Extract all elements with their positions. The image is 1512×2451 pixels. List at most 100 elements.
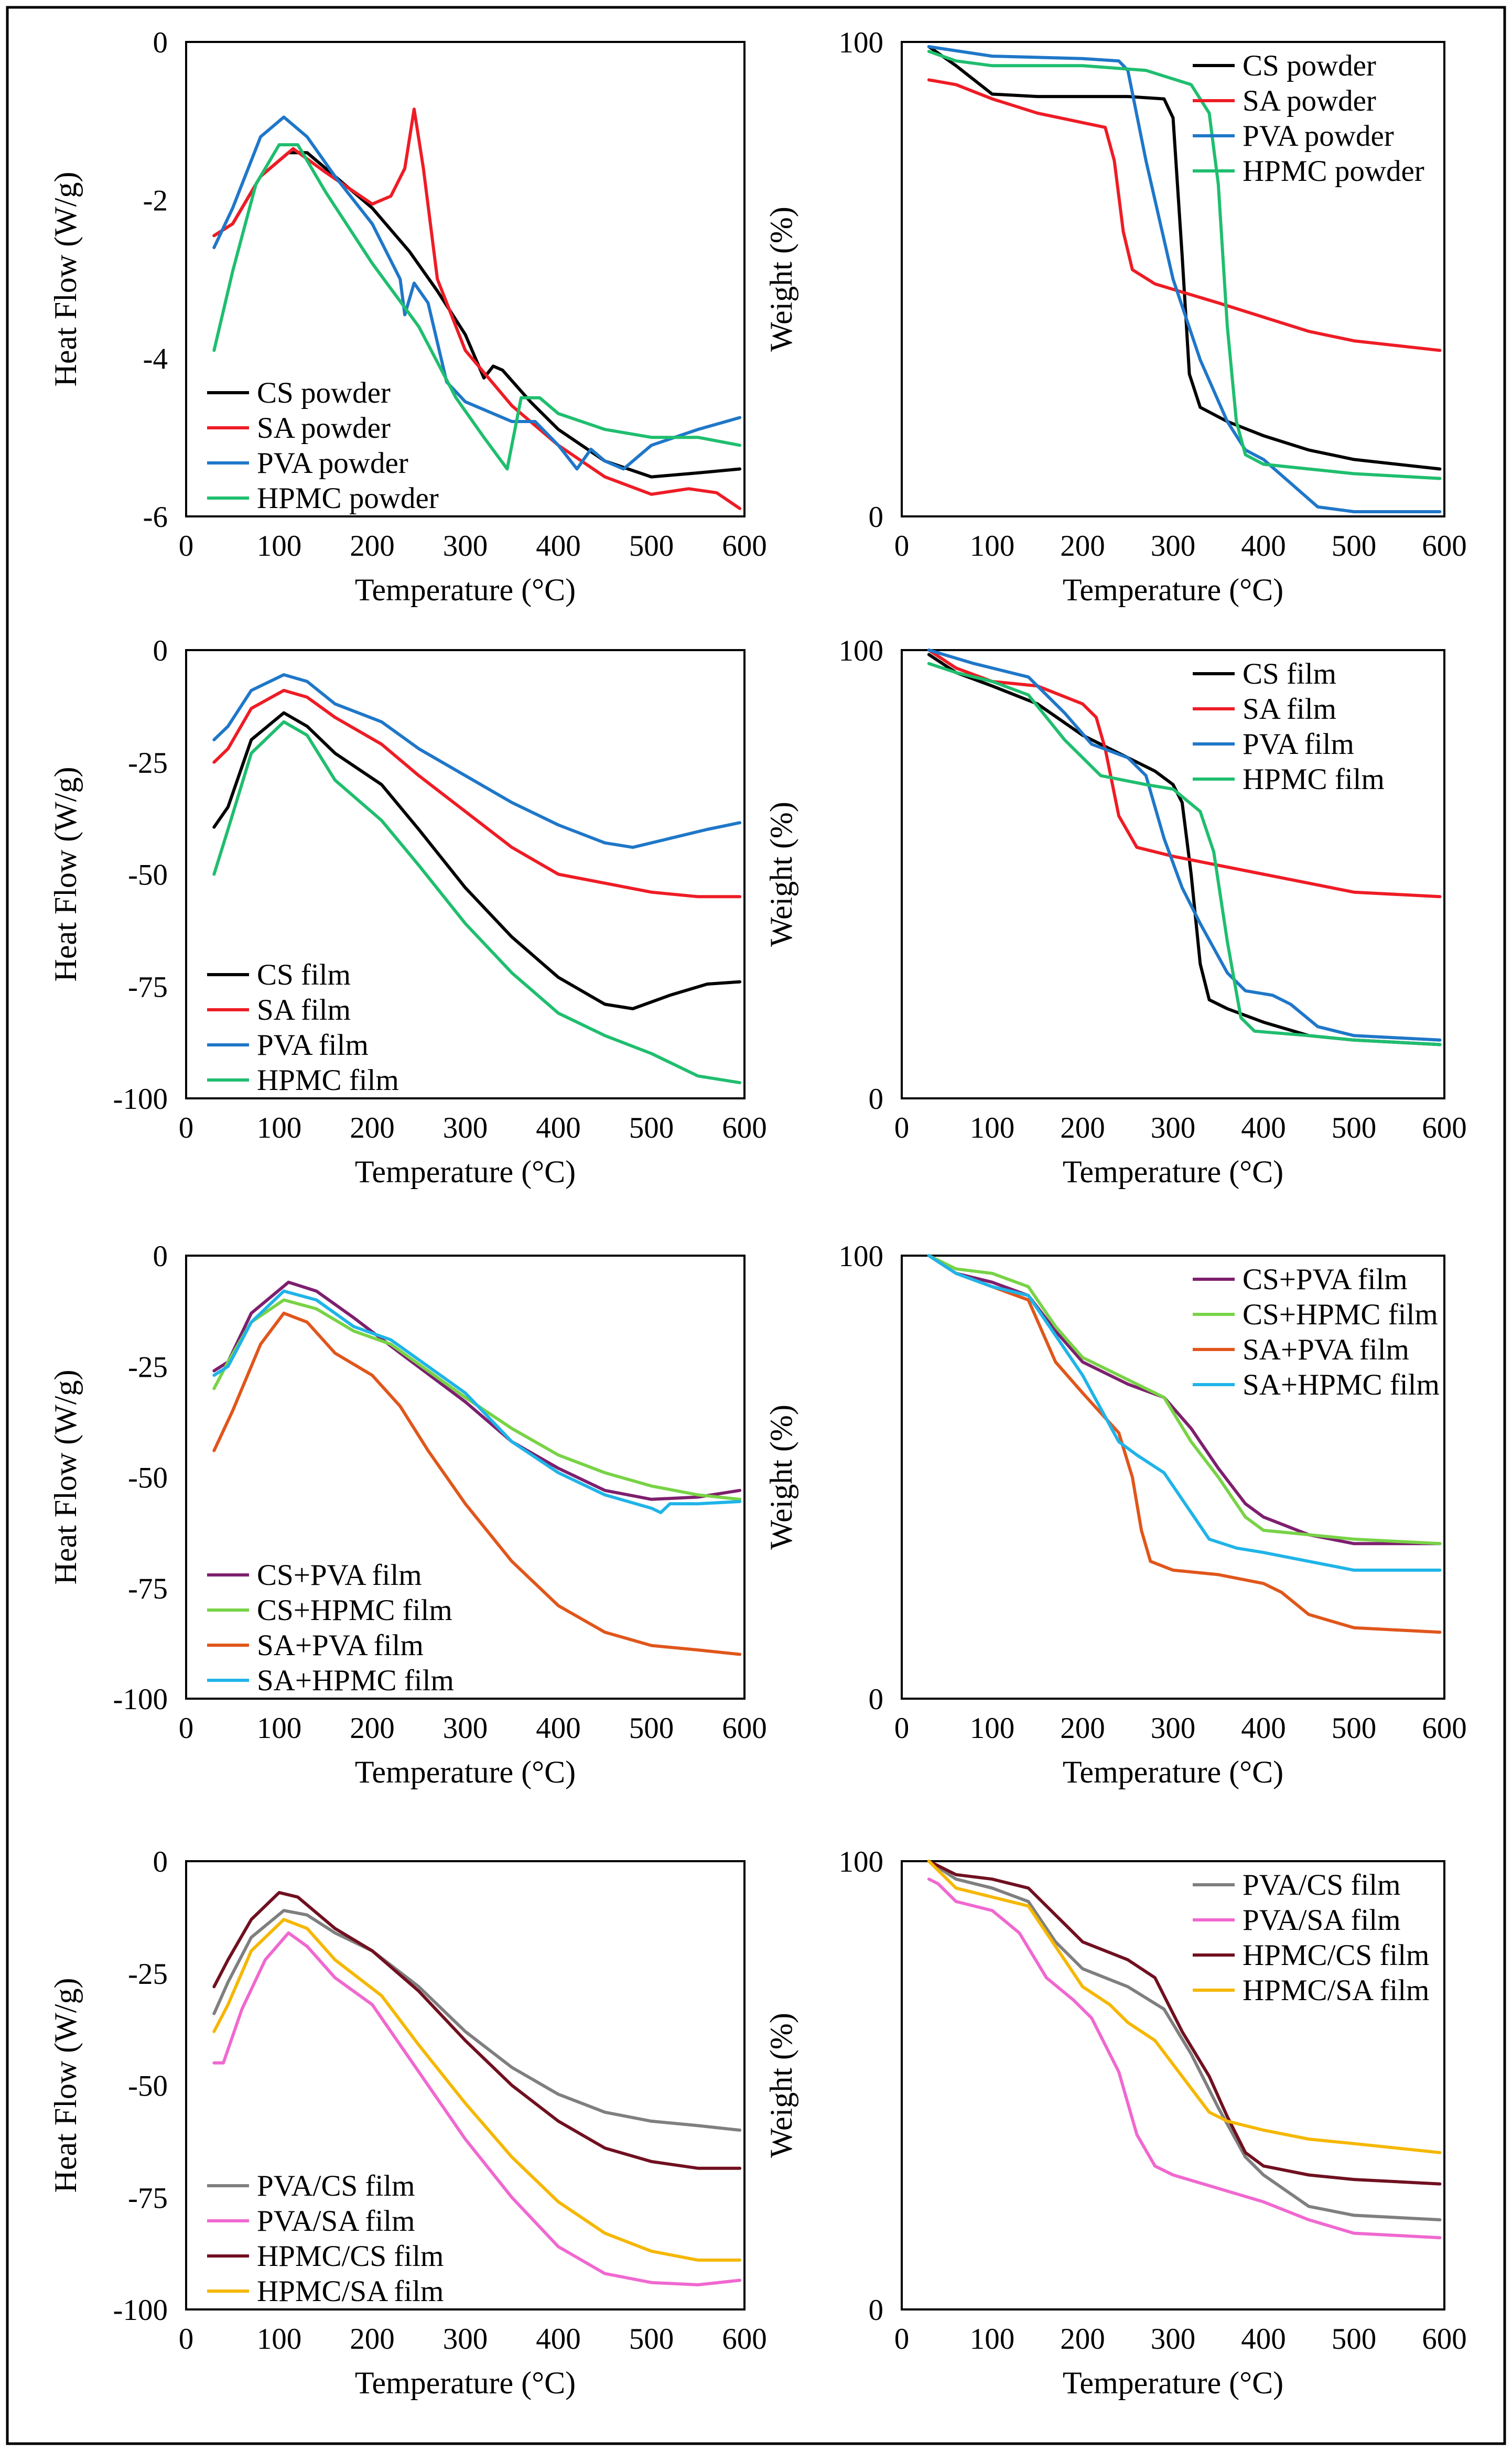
tga3-legend-label: CS+HPMC film (1243, 1298, 1438, 1331)
dsc1-x-axis-title: Temperature (°C) (355, 573, 576, 607)
dsc1-xtick-label: 200 (350, 530, 395, 563)
tga4-xtick-label: 100 (970, 2323, 1015, 2356)
tga2-plot-area (901, 649, 1445, 1099)
tga1-series-line-cs-powder (927, 45, 1442, 471)
dsc2-xtick-label: 500 (629, 1111, 674, 1144)
dsc3-xtick-label: 0 (179, 1712, 194, 1745)
dsc1-xtick-label: 0 (179, 530, 194, 563)
tga4-x-axis-title: Temperature (°C) (1063, 2366, 1283, 2400)
dsc2-xtick-label: 600 (722, 1111, 767, 1144)
tga1-legend-label: PVA powder (1243, 120, 1394, 153)
tga2-xtick-label: 400 (1241, 1111, 1286, 1144)
tga4-series-line-pva-sa-film (927, 1877, 1442, 2240)
tga2-xtick-label: 200 (1060, 1111, 1105, 1144)
tga1-y-axis-title: Weight (%) (764, 207, 798, 352)
tga2-series-line-pva-film (927, 649, 1442, 1042)
tga3-y-axis-title: Weight (%) (764, 1405, 798, 1550)
dsc4-xtick-label: 500 (629, 2323, 674, 2356)
dsc2-legend-label: SA film (257, 994, 351, 1027)
tga4-legend-label: HPMC/SA film (1243, 1974, 1429, 2007)
dsc2-ytick-label: -50 (128, 859, 168, 892)
dsc3-xtick-label: 500 (629, 1712, 674, 1745)
dsc4-ytick-label: 0 (153, 1845, 168, 1878)
dsc3-chart: 0 100 200 300 400 500 600 0 -25 -50 -75 -100 Tempera… (48, 1240, 767, 1789)
dsc3-legend-label: SA+PVA film (257, 1629, 424, 1662)
dsc4-legend-label: PVA/SA film (257, 2205, 415, 2238)
tga3-xtick-label: 100 (970, 1712, 1015, 1745)
tga4-ytick-label: 100 (839, 1845, 884, 1878)
dsc4-series-line-hpmc-cs-film (212, 1891, 742, 2170)
dsc2-series-line-pva-film (212, 673, 742, 849)
tga3-xtick-label: 200 (1060, 1712, 1105, 1745)
tga4-series-line-pva-cs-film (927, 1860, 1442, 2221)
dsc1-ytick-label: -4 (143, 342, 168, 375)
dsc4-ytick-label: -100 (113, 2294, 168, 2327)
dsc4-legend-label: HPMC/CS film (257, 2240, 444, 2273)
dsc3-xtick-label: 100 (257, 1712, 302, 1745)
tga3-xtick-label: 300 (1151, 1712, 1196, 1745)
dsc2-x-axis-title: Temperature (°C) (355, 1154, 576, 1189)
dsc1-plot-area (185, 41, 746, 517)
dsc3-series-line-cs-pva-film (212, 1280, 742, 1501)
dsc2-legend-label: CS film (257, 958, 351, 991)
tga1-series-line-hpmc-powder (927, 50, 1442, 480)
tga2-x-axis-title: Temperature (°C) (1063, 1154, 1283, 1189)
dsc4-series-line-pva-cs-film (212, 1909, 742, 2132)
dsc3-y-axis-title: Heat Flow (W/g) (48, 1370, 83, 1585)
dsc3-xtick-label: 400 (536, 1712, 581, 1745)
tga4-chart: 0 100 200 300 400 500 600 0 100 Temperature (°C) W… (764, 1845, 1467, 2400)
dsc4-x-axis-title: Temperature (°C) (355, 2366, 576, 2400)
dsc4-legend-label: PVA/CS film (257, 2169, 415, 2202)
dsc1-legend-label: PVA powder (257, 447, 408, 480)
dsc2-y-axis-title: Heat Flow (W/g) (48, 767, 83, 982)
dsc1-xtick-label: 600 (722, 530, 767, 563)
dsc2-ytick-label: 0 (153, 634, 168, 667)
dsc3-xtick-label: 600 (722, 1712, 767, 1745)
dsc4-y-axis-title: Heat Flow (W/g) (48, 1978, 83, 2193)
tga4-series-line-hpmc-cs-film (927, 1860, 1442, 2186)
dsc2-xtick-label: 100 (257, 1111, 302, 1144)
tga2-series-line-cs-film (927, 653, 1442, 1046)
dsc4-legend-label: HPMC/SA film (257, 2275, 444, 2308)
tga4-ytick-label: 0 (869, 2294, 884, 2327)
tga2-xtick-label: 0 (894, 1111, 910, 1144)
dsc3-x-axis-title: Temperature (°C) (355, 1755, 576, 1789)
dsc3-ytick-label: -25 (128, 1351, 168, 1384)
tga2-series-line-hpmc-film (927, 662, 1442, 1046)
dsc1-series-line-sa-powder (212, 107, 742, 510)
tga3-xtick-label: 400 (1241, 1712, 1286, 1745)
dsc4-ytick-label: -50 (128, 2070, 168, 2103)
tga2-chart: 0 100 200 300 400 500 600 0 100 Temperature (°C) W… (764, 634, 1467, 1189)
dsc1-xtick-label: 500 (629, 530, 674, 563)
dsc2-xtick-label: 0 (179, 1111, 194, 1144)
tga4-xtick-label: 600 (1422, 2323, 1467, 2356)
tga1-ytick-label: 0 (869, 501, 884, 534)
dsc4-xtick-label: 400 (536, 2323, 581, 2356)
tga2-legend-label: SA film (1243, 693, 1336, 726)
tga3-series-line-sa-pva-film (927, 1254, 1442, 1634)
tga4-series-line-hpmc-sa-film (927, 1860, 1442, 2154)
dsc3-legend-label: CS+HPMC film (257, 1594, 452, 1627)
dsc1-series-line-hpmc-powder (212, 143, 742, 471)
dsc1-xtick-label: 400 (536, 530, 581, 563)
dsc2-legend-label: HPMC film (257, 1064, 399, 1097)
tga4-xtick-label: 200 (1060, 2323, 1105, 2356)
dsc1-legend-label: HPMC powder (257, 482, 439, 515)
tga2-legend-label: CS film (1243, 657, 1336, 690)
tga3-chart: 0 100 200 300 400 500 600 0 100 Temperature (°C) W… (764, 1240, 1467, 1789)
dsc1-chart: 0 100 200 300 400 500 600 0 -2 -4 -6 Temperature (°… (48, 26, 767, 607)
dsc3-ytick-label: 0 (153, 1240, 168, 1273)
dsc1-xtick-label: 300 (443, 530, 488, 563)
dsc2-ytick-label: -75 (128, 970, 168, 1003)
tga3-series-line-cs-hpmc-film (927, 1254, 1442, 1546)
dsc3-xtick-label: 200 (350, 1712, 395, 1745)
tga2-xtick-label: 100 (970, 1111, 1015, 1144)
tga1-legend-label: SA powder (1243, 84, 1376, 117)
tga1-xtick-label: 100 (970, 530, 1015, 563)
